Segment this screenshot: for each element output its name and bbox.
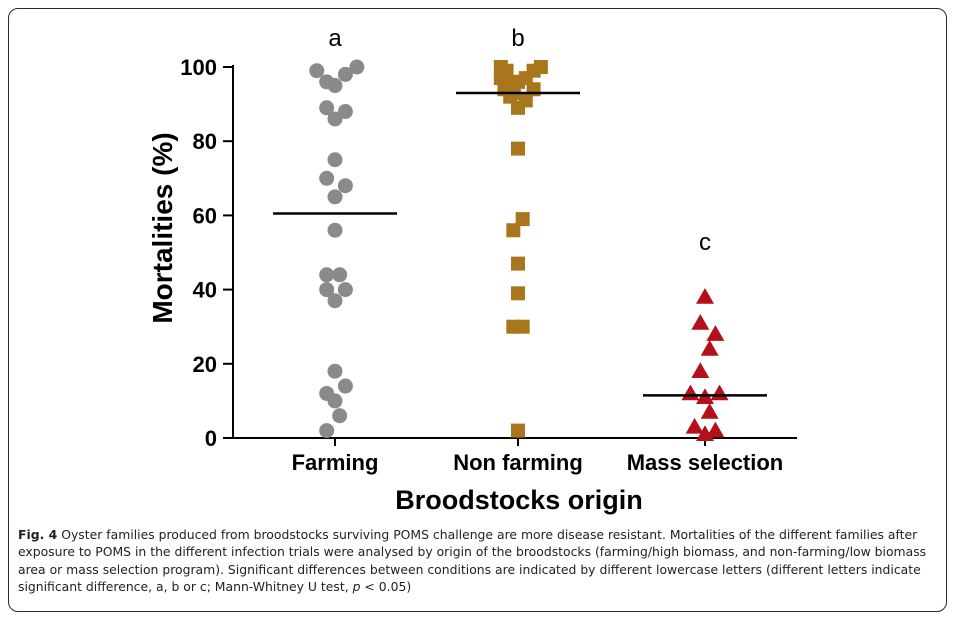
y-tick-label: 40 xyxy=(193,278,217,303)
data-point-triangle xyxy=(700,339,719,356)
data-point-triangle xyxy=(681,384,700,401)
data-point-triangle xyxy=(691,362,710,378)
scatter-chart: 0 20 40 60 80 100 Farming Non farming Mass selec… xyxy=(147,25,797,515)
y-axis-title: Mortalities (%) xyxy=(147,132,178,323)
data-point-circle xyxy=(327,393,343,409)
data-point-circle xyxy=(327,222,343,238)
data-point-square xyxy=(518,71,533,86)
data-point-triangle xyxy=(685,417,704,434)
y-tick-label: 60 xyxy=(193,203,217,228)
data-point-circle xyxy=(349,59,365,75)
data-point-circle xyxy=(309,63,325,79)
data-point-triangle xyxy=(700,403,719,419)
figure-label: Fig. 4 xyxy=(18,527,58,542)
data-point-square xyxy=(511,141,525,156)
data-point-square xyxy=(511,256,525,271)
data-point-circle xyxy=(327,189,343,205)
x-tick-label: Mass selection xyxy=(627,450,784,475)
data-point-circle xyxy=(319,423,335,439)
data-point-circle xyxy=(319,267,335,283)
significance-letter: b xyxy=(511,25,524,52)
data-point-triangle xyxy=(706,421,725,438)
data-point-circle xyxy=(327,111,343,127)
data-point-circle xyxy=(327,152,343,168)
x-tick-label: Non farming xyxy=(453,450,583,475)
caption-text: Oyster families produced from broodstock… xyxy=(18,527,927,595)
data-point-circle xyxy=(337,66,353,82)
data-point-square xyxy=(506,223,521,238)
figure-frame xyxy=(8,8,947,612)
data-point-circle xyxy=(337,104,353,120)
data-point-circle xyxy=(327,78,343,94)
x-tick-label: Farming xyxy=(292,450,379,475)
data-point-circle xyxy=(319,100,335,116)
significance-letter: a xyxy=(328,25,342,52)
chart-marks xyxy=(273,59,767,442)
significance-letter: c xyxy=(699,229,711,256)
data-point-circle xyxy=(337,282,353,298)
data-point-square xyxy=(511,286,525,301)
data-point-triangle xyxy=(706,325,725,341)
x-axis-title: Broodstocks origin xyxy=(395,485,643,515)
data-point-triangle xyxy=(710,384,729,401)
data-point-circle xyxy=(319,282,335,298)
caption-p-symbol: p xyxy=(352,579,361,595)
figure-caption: Fig. 4 Oyster families produced from bro… xyxy=(18,526,938,596)
data-point-square xyxy=(515,319,530,334)
data-point-circle xyxy=(337,378,353,394)
data-point-square xyxy=(515,212,530,227)
data-point-square xyxy=(533,60,548,74)
y-tick-label: 80 xyxy=(193,129,217,154)
y-tick-label: 0 xyxy=(205,426,217,451)
data-point-triangle xyxy=(691,313,710,330)
data-point-circle xyxy=(332,408,348,424)
chart-labels: 0 20 40 60 80 100 Farming Non farming Mass selec… xyxy=(147,25,783,515)
y-tick-label: 20 xyxy=(193,352,217,377)
data-point-circle xyxy=(327,363,343,379)
caption-text-end: < 0.05) xyxy=(360,579,412,595)
y-tick-label: 100 xyxy=(180,55,217,80)
data-point-triangle xyxy=(696,288,714,304)
data-point-circle xyxy=(319,170,335,186)
data-point-circle xyxy=(327,293,343,309)
data-point-circle xyxy=(337,178,353,194)
data-point-square xyxy=(511,100,525,115)
data-point-circle xyxy=(332,267,348,283)
data-point-square xyxy=(511,423,525,438)
